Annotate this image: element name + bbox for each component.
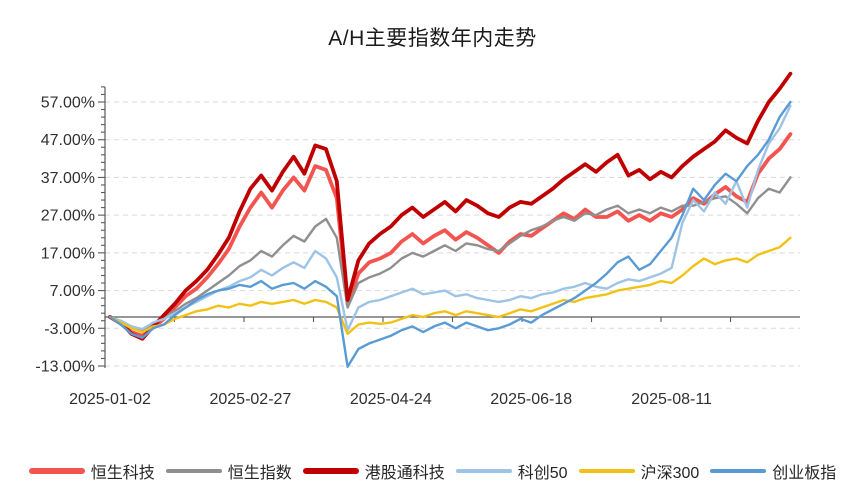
series-line-hushen300	[108, 236, 792, 336]
y-axis-label: 47.00%	[41, 132, 95, 149]
x-axis-label: 2025-01-02	[69, 391, 151, 408]
y-axis-label: -3.00%	[44, 321, 95, 338]
legend-item-hengsheng-keji: 恒生科技	[28, 459, 155, 483]
x-axis-label: 2025-08-11	[631, 391, 712, 408]
series-line-chuangyeban-zhi	[108, 100, 792, 368]
series-line-hengsheng-zhishu	[108, 176, 792, 332]
y-axis-label: 17.00%	[41, 245, 95, 262]
legend-label-kechuang50: 科创50	[517, 465, 568, 482]
x-axis-label: 2025-02-27	[209, 391, 291, 408]
legend-label-hengsheng-keji: 恒生科技	[90, 465, 155, 482]
series-line-ganggutong-keji	[108, 71, 793, 341]
y-axis-label: -13.00%	[35, 359, 95, 376]
legend-label-hengsheng-zhishu: 恒生指数	[227, 465, 292, 482]
legend-label-chuangyeban-zhi: 创业板指	[772, 465, 837, 482]
y-axis-label: 37.00%	[41, 170, 95, 187]
legend-swatch-hushen300	[578, 468, 635, 474]
series-line-hengsheng-keji	[108, 132, 793, 338]
legend-swatch-ganggutong-keji	[302, 468, 359, 474]
chart-title: A/H主要指数年内走势	[328, 27, 537, 50]
y-axis-label: 27.00%	[41, 208, 95, 225]
legend-item-ganggutong-keji: 港股通科技	[302, 459, 445, 483]
legend-swatch-chuangyeban-zhi	[710, 468, 767, 474]
y-axis-label: 7.00%	[50, 283, 95, 300]
x-axis-label: 2025-06-18	[490, 391, 572, 408]
legend-swatch-kechuang50	[455, 468, 512, 474]
y-axis-label: 57.00%	[41, 95, 95, 112]
legend-item-kechuang50: 科创50	[455, 459, 568, 483]
legend-label-hushen300: 沪深300	[640, 465, 700, 482]
legend-item-hushen300: 沪深300	[578, 459, 700, 483]
legend-swatch-hengsheng-keji	[28, 468, 85, 474]
legend-swatch-hengsheng-zhishu	[165, 468, 222, 474]
legend-label-ganggutong-keji: 港股通科技	[364, 465, 445, 482]
legend-item-chuangyeban-zhi: 创业板指	[710, 459, 836, 483]
x-axis-label: 2025-04-24	[350, 391, 432, 408]
legend-item-hengsheng-zhishu: 恒生指数	[165, 459, 292, 483]
chart-legend: 恒生科技 恒生指数 港股通科技 科创50 沪深300 创业板指	[0, 459, 865, 483]
